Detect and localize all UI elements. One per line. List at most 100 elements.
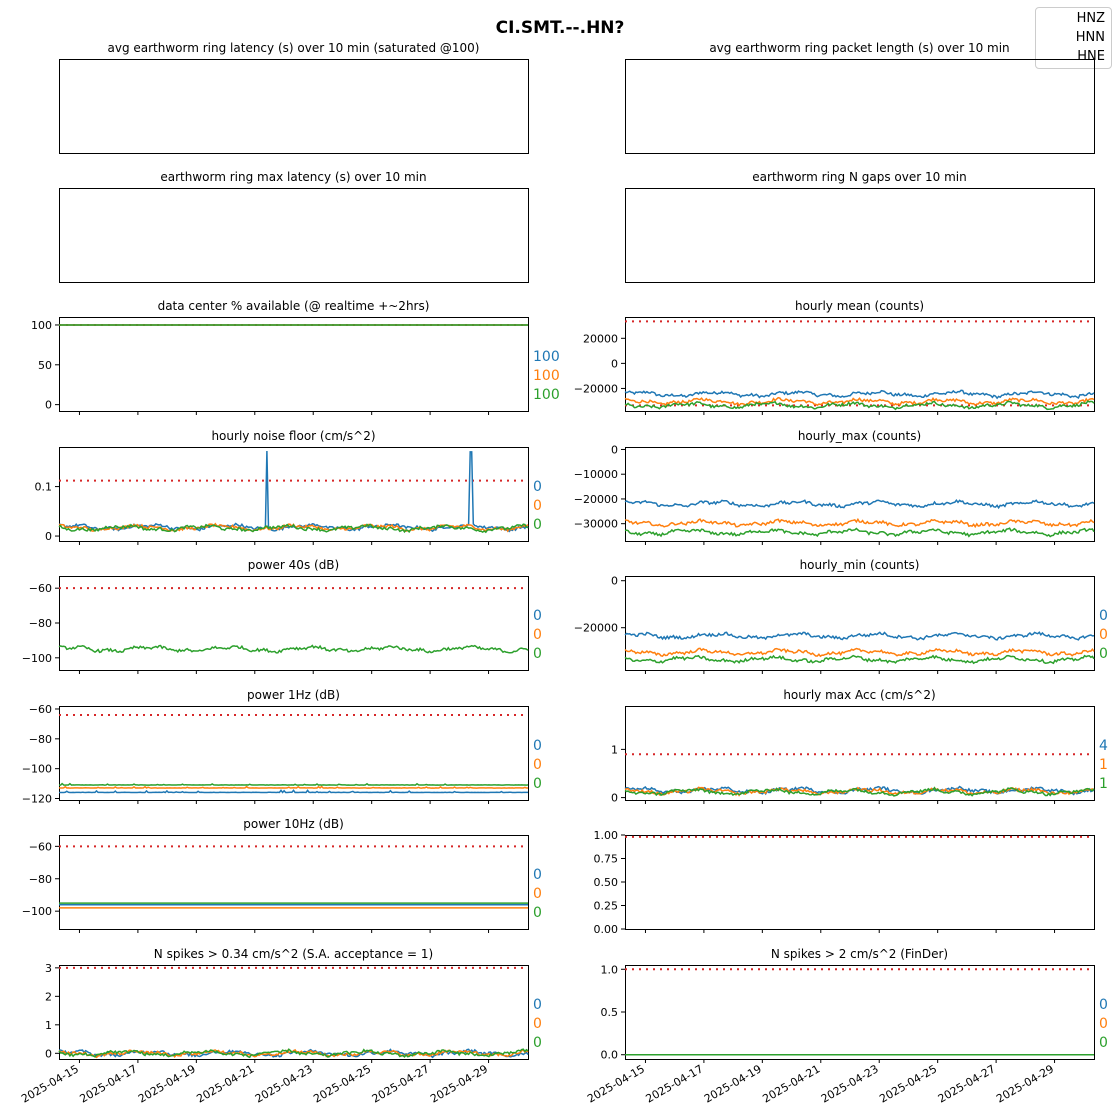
y-tick-label: 3 (45, 962, 52, 975)
annotation-value: 0 (1099, 1016, 1108, 1032)
annotation-value: 0 (1099, 646, 1108, 662)
x-tick-label: 2025-04-19 (136, 1062, 198, 1105)
y-tick-label: −80 (29, 733, 52, 746)
subplot-title: hourly mean (counts) (795, 299, 924, 313)
subplot-11: hourly max Acc (cm/s^2) 0 1 4 1 1 (611, 688, 1108, 805)
y-tick-label: −60 (29, 582, 52, 595)
x-tick-label: 2025-04-23 (819, 1062, 881, 1105)
annotation-value: 100 (533, 349, 560, 365)
subplot-title: N spikes > 0.34 cm/s^2 (S.A. acceptance … (154, 947, 433, 961)
series-line-hne (58, 644, 529, 654)
subplot-title: hourly_min (counts) (800, 558, 920, 572)
subplot-title: power 1Hz (dB) (247, 688, 340, 702)
annotation-value: 4 (1099, 738, 1108, 754)
series-line-hnn (624, 517, 1095, 529)
annotation-value: 0 (533, 1035, 542, 1051)
x-tick-label: 2025-04-27 (936, 1062, 998, 1105)
y-tick-label: 50 (38, 359, 52, 372)
subplot-title: hourly_max (counts) (798, 429, 921, 443)
y-tick-label: 0.25 (594, 900, 619, 913)
series-line-hne (624, 400, 1095, 411)
y-tick-label: 0.50 (594, 876, 619, 889)
series-line-hne (58, 1048, 529, 1059)
y-tick-label: −30000 (574, 518, 618, 531)
y-tick-label: −60 (29, 703, 52, 716)
plot-frame (625, 576, 1095, 671)
plot-frame (625, 188, 1095, 283)
annotation-value: 0 (533, 905, 542, 921)
subplot-14: N spikes > 0.34 cm/s^2 (S.A. acceptance … (19, 947, 542, 1106)
subplot-3: earthworm ring N gaps over 10 min (625, 170, 1095, 283)
x-tick-label: 2025-04-19 (702, 1062, 764, 1105)
y-tick-label: 0.00 (594, 923, 619, 936)
annotation-value: 0 (533, 1016, 542, 1032)
annotation-value: 1 (1099, 776, 1108, 792)
plot-frame (625, 965, 1095, 1060)
x-tick-label: 2025-04-29 (428, 1062, 490, 1105)
series-line-hne (58, 523, 529, 534)
x-tick-label: 2025-04-25 (877, 1062, 939, 1105)
subplot-title: earthworm ring N gaps over 10 min (752, 170, 966, 184)
series-line-hne (624, 527, 1095, 538)
annotation-value: 0 (1099, 608, 1108, 624)
plot-frame (59, 447, 529, 542)
annotation-value: 0 (533, 627, 542, 643)
y-tick-label: 0 (45, 1047, 52, 1060)
series-line-hnn (624, 647, 1095, 658)
subplot-5: hourly mean (counts) −20000 0 20000 (574, 299, 1095, 415)
legend-item-hnn: HNN (1075, 30, 1105, 45)
y-tick-label: 0 (45, 399, 52, 412)
x-tick-label: 2025-04-15 (19, 1062, 81, 1105)
subplot-title: avg earthworm ring packet length (s) ove… (709, 41, 1009, 55)
x-tick-label: 2025-04-29 (994, 1062, 1056, 1105)
x-tick-label: 2025-04-17 (644, 1062, 706, 1105)
y-tick-label: 1.00 (594, 829, 619, 842)
series-line-hnz (59, 789, 528, 794)
series-line-hnz (624, 389, 1095, 400)
annotation-value: 0 (533, 738, 542, 754)
y-tick-label: −100 (22, 652, 52, 665)
plot-frame (625, 59, 1095, 154)
x-tick-label: 2025-04-17 (78, 1062, 140, 1105)
subplot-7: hourly_max (counts) −30000 −20000 −10000 0 (574, 429, 1095, 545)
subplot-4: data center % available (@ realtime +~2h… (31, 299, 560, 415)
y-tick-label: 0.1 (35, 481, 53, 494)
subplot-title: hourly noise floor (cm/s^2) (211, 429, 375, 443)
x-tick-label: 2025-04-25 (311, 1062, 373, 1105)
plot-frame (59, 317, 529, 412)
y-tick-label: −100 (22, 905, 52, 918)
y-tick-label: 0 (45, 530, 52, 543)
subplot-6: hourly noise floor (cm/s^2) 0 0.1 0 0 0 (35, 429, 542, 545)
annotation-value: 0 (1099, 627, 1108, 643)
annotation-value: 0 (533, 608, 542, 624)
subplot-title: earthworm ring max latency (s) over 10 m… (160, 170, 426, 184)
y-tick-label: −60 (29, 840, 52, 853)
x-tick-label: 2025-04-15 (585, 1062, 647, 1105)
y-tick-label: −10000 (574, 468, 618, 481)
plot-frame (625, 317, 1095, 412)
x-tick-label: 2025-04-21 (194, 1062, 256, 1105)
plot-frame (59, 965, 529, 1060)
series-line-hnz (624, 631, 1095, 641)
x-tick-label: 2025-04-23 (253, 1062, 315, 1105)
annotation-value: 0 (533, 757, 542, 773)
y-tick-label: 1 (611, 743, 618, 756)
subplot-10: power 1Hz (dB) −120 −100 −80 −60 0 0 0 (22, 688, 542, 806)
subplot-title: power 40s (dB) (248, 558, 339, 572)
y-tick-label: 2 (45, 990, 52, 1003)
plot-frame (625, 447, 1095, 542)
subplot-title: avg earthworm ring latency (s) over 10 m… (108, 41, 480, 55)
annotation-value: 100 (533, 387, 560, 403)
annotation-value: 0 (533, 867, 542, 883)
subplot-9: hourly_min (counts) −20000 0 0 0 0 (574, 558, 1108, 674)
subplot-1: avg earthworm ring packet length (s) ove… (625, 41, 1095, 154)
subplot-title: data center % available (@ realtime +~2h… (158, 299, 430, 313)
series-line-hnn (58, 785, 528, 789)
y-tick-label: 0 (611, 575, 618, 588)
y-tick-label: 0.0 (601, 1049, 619, 1062)
x-tick-label: 2025-04-21 (760, 1062, 822, 1105)
y-tick-label: 0 (611, 443, 618, 456)
subplot-15: N spikes > 2 cm/s^2 (FinDer) 0.0 0.5 1.0 202… (585, 947, 1108, 1106)
y-tick-label: 1 (45, 1019, 52, 1032)
y-tick-label: 0 (611, 357, 618, 370)
